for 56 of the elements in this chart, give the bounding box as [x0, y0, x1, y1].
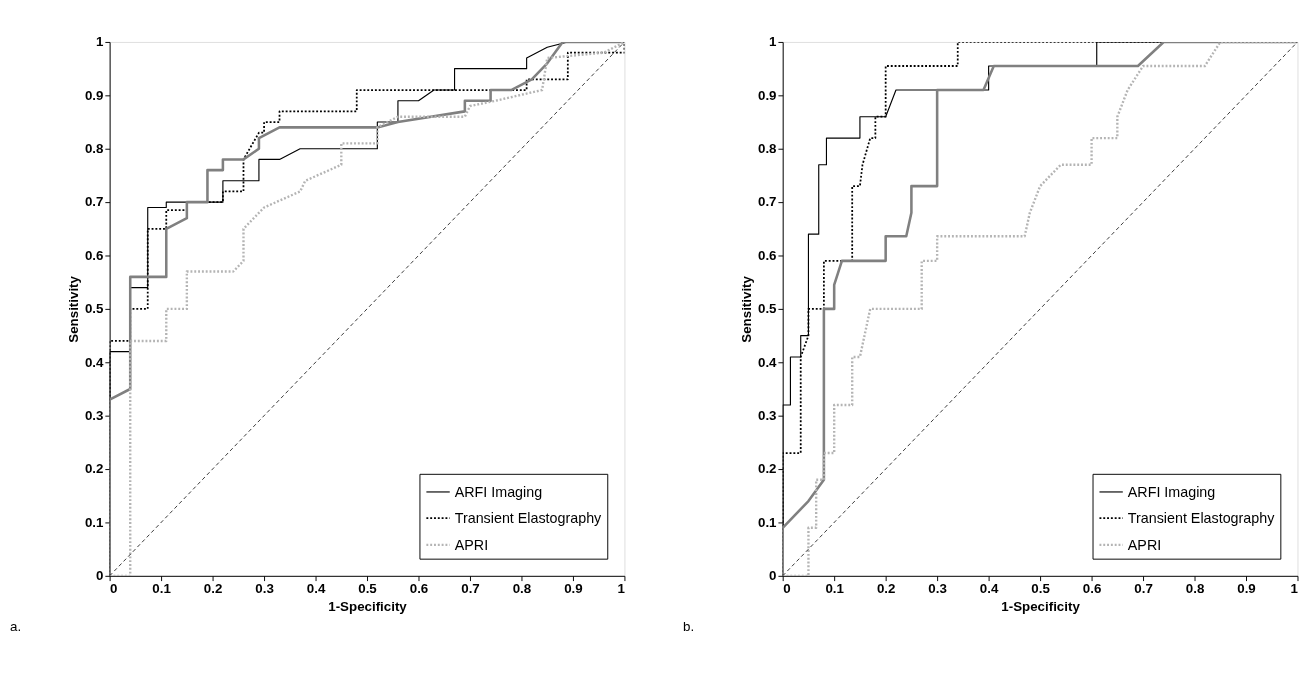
y-tick-label: 0.7: [757, 194, 777, 210]
x-tick-label: 0.3: [255, 581, 274, 597]
y-tick-label: 0.9: [84, 87, 104, 103]
x-tick-label: 0.7: [1134, 581, 1153, 597]
x-tick-label: 0: [783, 581, 791, 597]
y-axis-title: Sensitivity: [66, 275, 82, 343]
y-tick-label: 0.6: [84, 247, 104, 263]
x-tick-label: 0.4: [306, 581, 326, 597]
x-tick-label: 0.5: [1031, 581, 1051, 597]
text: a.: [10, 619, 22, 635]
legend-label: Transient Elastography: [1127, 509, 1276, 526]
legend-label: Transient Elastography: [454, 509, 603, 526]
y-tick-label: 0.4: [757, 354, 778, 370]
x-tick-label: 0.4: [979, 581, 999, 597]
y-tick-label: 1: [96, 34, 105, 50]
x-tick-label: 0: [110, 581, 118, 597]
x-tick-label: 0.8: [512, 581, 532, 597]
y-tick-label: 0.1: [757, 514, 778, 530]
y-tick-label: 0.8: [84, 141, 104, 157]
x-tick-label: 0.3: [928, 581, 947, 597]
legend-label: APRI: [1127, 536, 1162, 553]
y-axis-title: Sensitivity: [739, 275, 755, 343]
y-tick-label: 0.8: [757, 141, 777, 157]
legend-label: ARFI Imaging: [454, 483, 543, 500]
x-axis-title: 1-Specificity: [1001, 598, 1081, 614]
y-tick-label: 0.3: [84, 407, 104, 423]
y-tick-label: 0.7: [84, 194, 104, 210]
x-tick-label: 0.8: [1185, 581, 1205, 597]
legend-label: APRI: [454, 536, 489, 553]
x-tick-label: 0.9: [1237, 581, 1256, 597]
y-tick-label: 0: [96, 568, 104, 584]
y-tick-label: 0.5: [757, 301, 778, 317]
y-tick-label: 0.6: [757, 247, 777, 263]
x-tick-label: 0.1: [825, 581, 845, 597]
y-tick-label: 0.2: [84, 461, 104, 477]
y-tick-label: 0.2: [757, 461, 777, 477]
text: b.: [683, 619, 695, 635]
x-tick-label: 1: [1290, 581, 1299, 597]
x-tick-label: 0.6: [409, 581, 429, 597]
y-tick-label: 0.3: [757, 407, 777, 423]
y-tick-label: 0: [769, 568, 777, 584]
x-tick-label: 0.2: [203, 581, 223, 597]
x-tick-label: 0.6: [1082, 581, 1102, 597]
legend-label: ARFI Imaging: [1127, 483, 1216, 500]
x-tick-label: 0.9: [564, 581, 583, 597]
x-tick-label: 0.2: [876, 581, 896, 597]
y-tick-label: 0.4: [84, 354, 105, 370]
x-tick-label: 0.5: [358, 581, 378, 597]
y-tick-label: 1: [769, 34, 778, 50]
y-tick-label: 0.9: [757, 87, 777, 103]
y-tick-label: 0.1: [84, 514, 105, 530]
x-tick-label: 0.1: [152, 581, 172, 597]
x-tick-label: 1: [617, 581, 626, 597]
x-tick-label: 0.7: [461, 581, 480, 597]
x-axis-title: 1-Specificity: [328, 598, 408, 614]
y-tick-label: 0.5: [84, 301, 105, 317]
